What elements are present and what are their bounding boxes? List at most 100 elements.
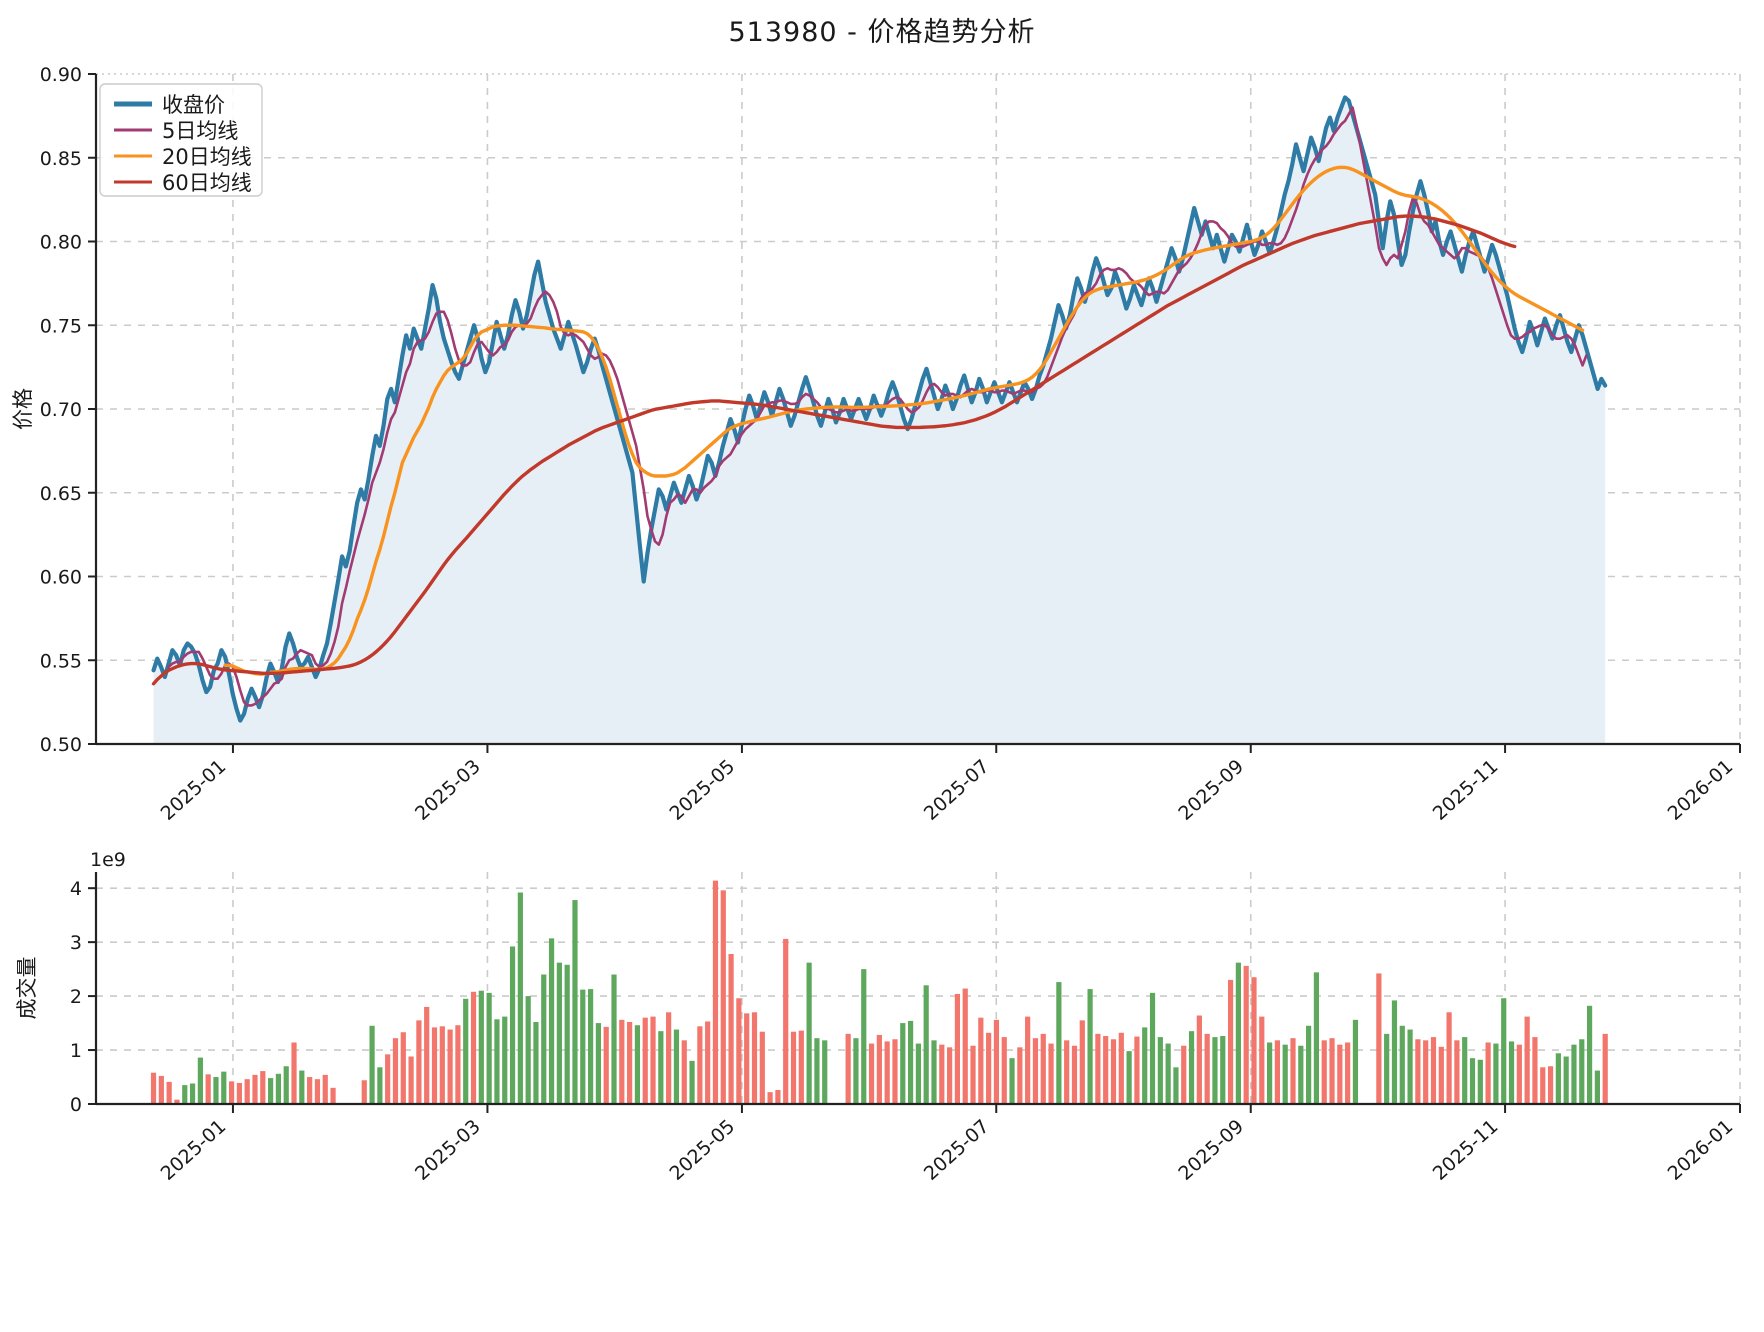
volume-bar <box>681 1040 687 1104</box>
volume-xtick-label: 2025-03 <box>411 1115 485 1184</box>
volume-bar <box>470 991 477 1104</box>
volume-bar <box>150 1072 157 1104</box>
volume-bar <box>1227 979 1234 1104</box>
volume-ytick-label: 4 <box>70 878 82 900</box>
volume-y-axis-label: 成交量 <box>15 957 39 1020</box>
volume-chart: 0 1 2 3 4 1e9 成交量 2025-01 2025-03 2025-05 2025-07 2… <box>15 852 1741 1185</box>
volume-bar <box>572 900 578 1104</box>
volume-bar <box>509 946 516 1104</box>
volume-bar <box>221 1071 227 1104</box>
volume-bar <box>314 1079 321 1104</box>
volume-bar <box>1547 1066 1554 1104</box>
price-xtick-label: 2026-01 <box>1664 755 1738 824</box>
volume-bar <box>439 1026 445 1104</box>
volume-xtick-label: 2025-09 <box>1174 1115 1248 1184</box>
volume-bar <box>1376 973 1382 1104</box>
volume-bar <box>166 1081 172 1104</box>
volume-bar <box>1056 982 1062 1104</box>
volume-bar <box>712 880 719 1104</box>
volume-bar <box>876 1034 882 1104</box>
volume-bar <box>517 892 523 1104</box>
volume-bar <box>1298 1045 1304 1104</box>
volume-bar <box>1501 998 1507 1104</box>
volume-bar <box>978 1017 984 1104</box>
price-ytick-label: 0.85 <box>40 148 82 170</box>
volume-bar <box>1048 1043 1054 1104</box>
volume-axis-offset-label: 1e9 <box>90 852 126 871</box>
volume-bar <box>361 1080 367 1104</box>
volume-bar <box>1469 1058 1476 1104</box>
legend-label[interactable]: 5日均线 <box>162 119 238 143</box>
volume-bar <box>1563 1056 1569 1104</box>
volume-bar <box>1142 1027 1148 1104</box>
price-ytick-label: 0.75 <box>40 315 82 337</box>
volume-bar <box>478 990 484 1104</box>
volume-bar <box>447 1029 453 1104</box>
volume-bar <box>1423 1040 1429 1104</box>
volume-bar <box>1462 1037 1468 1104</box>
volume-bar <box>463 998 469 1104</box>
price-ytick-label: 0.90 <box>40 64 82 86</box>
volume-bar <box>798 1030 804 1104</box>
volume-bar <box>1454 1040 1460 1104</box>
volume-bar <box>1415 1039 1421 1104</box>
volume-bar <box>759 1031 765 1104</box>
volume-bar <box>611 974 617 1104</box>
volume-bar <box>541 974 547 1104</box>
volume-bar <box>1586 1005 1593 1104</box>
volume-bar <box>720 890 726 1104</box>
volume-bar <box>1306 1025 1312 1104</box>
volume-bar <box>1274 1040 1280 1104</box>
volume-bar <box>814 1038 820 1104</box>
volume-bar <box>408 1056 414 1104</box>
volume-bar <box>307 1077 313 1104</box>
volume-bar <box>1071 1045 1078 1104</box>
volume-bar <box>486 992 492 1104</box>
volume-bar <box>744 1013 750 1104</box>
volume-bar <box>939 1044 945 1104</box>
legend-label[interactable]: 60日均线 <box>162 171 252 195</box>
volume-bar <box>228 1081 235 1104</box>
volume-bar <box>1571 1044 1577 1104</box>
volume-bar <box>1087 989 1093 1104</box>
volume-bar <box>1407 1029 1413 1104</box>
volume-bar <box>751 1012 758 1104</box>
price-xtick-label: 2025-11 <box>1429 755 1503 824</box>
volume-bar <box>954 993 961 1104</box>
volume-xtick-label: 2025-01 <box>157 1115 231 1184</box>
legend-label[interactable]: 收盘价 <box>162 93 225 117</box>
volume-bar <box>1220 1036 1226 1104</box>
volume-bar <box>915 1043 921 1104</box>
volume-bar <box>1103 1036 1109 1104</box>
price-ytick-label: 0.70 <box>40 399 82 421</box>
volume-bar <box>431 1027 438 1104</box>
volume-bar <box>299 1070 305 1104</box>
volume-bar <box>728 954 734 1104</box>
volume-bar <box>907 1020 914 1104</box>
volume-bar <box>1282 1044 1288 1104</box>
volume-bar <box>1040 1033 1046 1104</box>
price-ytick-label: 0.60 <box>40 567 82 589</box>
legend-label[interactable]: 20日均线 <box>162 145 252 169</box>
volume-bar <box>268 1078 274 1104</box>
volume-bar <box>1477 1059 1483 1104</box>
volume-bar <box>1118 1032 1124 1104</box>
price-ytick-label: 0.50 <box>40 734 82 756</box>
volume-bar <box>556 962 562 1104</box>
volume-bar <box>1524 1016 1530 1104</box>
volume-bar <box>1188 1031 1195 1104</box>
volume-bar <box>1540 1067 1546 1104</box>
volume-bar <box>790 1031 797 1104</box>
volume-bar <box>736 998 742 1104</box>
volume-bar <box>947 1047 953 1104</box>
volume-bar <box>1204 1033 1210 1104</box>
volume-bar <box>1079 1020 1085 1104</box>
volume-bar <box>1157 1037 1163 1104</box>
volume-bar <box>494 1019 500 1104</box>
volume-bar <box>1235 962 1241 1104</box>
volume-bar <box>1337 1044 1343 1104</box>
volume-bar <box>213 1077 219 1104</box>
volume-bar <box>1602 1033 1608 1104</box>
volume-bar <box>1579 1039 1585 1104</box>
volume-bar <box>1165 1043 1171 1104</box>
